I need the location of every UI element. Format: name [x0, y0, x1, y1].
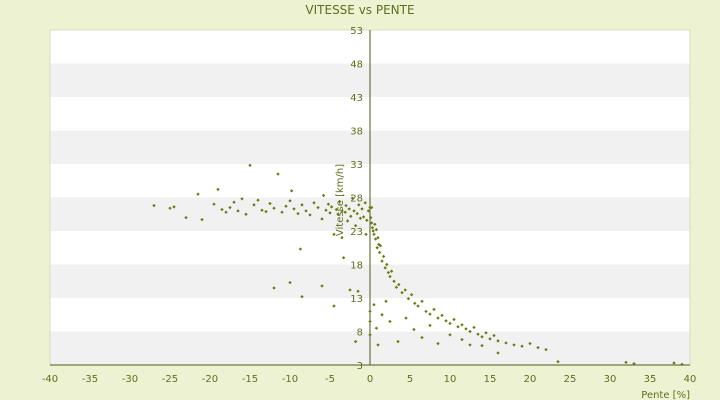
- y-tick-label: 43: [350, 93, 363, 104]
- y-tick-label: 38: [350, 127, 363, 138]
- data-point: [152, 203, 156, 208]
- data-point: [357, 203, 361, 207]
- data-point: [326, 202, 331, 206]
- y-tick-label: 8: [357, 328, 363, 339]
- x-tick-label: -20: [202, 374, 218, 385]
- data-point: [366, 209, 371, 213]
- data-point: [378, 244, 383, 248]
- data-point: [365, 218, 369, 222]
- y-tick-label: 3: [357, 361, 363, 372]
- x-tick-label: -25: [162, 374, 178, 385]
- x-tick-label: -5: [325, 374, 335, 385]
- x-tick-label: 10: [444, 374, 457, 385]
- data-point: [196, 192, 200, 196]
- data-point: [228, 205, 232, 210]
- x-tick-label: 20: [524, 374, 537, 385]
- x-tick-label: 40: [684, 374, 697, 385]
- data-point: [200, 217, 204, 222]
- x-tick-label: -40: [42, 374, 58, 385]
- data-point: [528, 341, 532, 346]
- data-point: [349, 214, 353, 218]
- data-point: [248, 163, 252, 168]
- data-point: [232, 200, 236, 204]
- x-tick-label: 25: [564, 374, 577, 385]
- y-axis-label: Vitesse [km/h]: [335, 164, 346, 236]
- data-point: [244, 212, 248, 216]
- y-tick-label: 28: [350, 194, 363, 205]
- data-point: [624, 360, 628, 365]
- data-point: [374, 227, 379, 232]
- x-axis-label: Pente [%]: [641, 390, 690, 400]
- data-point: [369, 215, 373, 220]
- data-point: [334, 207, 339, 212]
- x-tick-label: -30: [122, 374, 138, 385]
- data-point: [236, 209, 240, 213]
- data-point: [373, 222, 377, 226]
- chart-title: VITESSE vs PENTE: [305, 3, 414, 17]
- x-tick-label: 30: [604, 374, 617, 385]
- y-tick-label: 48: [350, 60, 363, 71]
- data-point: [220, 207, 224, 212]
- data-point: [252, 203, 256, 207]
- x-tick-label: -35: [82, 374, 98, 385]
- data-point: [212, 202, 216, 206]
- data-point: [358, 216, 363, 220]
- data-point: [168, 206, 172, 210]
- data-point: [298, 247, 303, 251]
- x-tick-label: 35: [644, 374, 657, 385]
- x-tick-label: 0: [367, 374, 373, 385]
- data-point: [240, 197, 244, 201]
- y-tick-label: 23: [350, 227, 363, 238]
- x-tick-labels: -40 -35 -30 -25 -20 -15 -10 -5 0 5 10 15 20 25 30 35 40: [42, 374, 697, 385]
- x-tick-label: -10: [282, 374, 298, 385]
- x-tick-label: 15: [484, 374, 497, 385]
- data-point: [370, 225, 375, 230]
- data-point: [381, 254, 386, 259]
- x-tick-label: 5: [407, 374, 413, 385]
- y-tick-label: 18: [350, 261, 363, 272]
- x-tick-label: -15: [242, 374, 258, 385]
- y-tick-label: 13: [350, 294, 363, 305]
- y-tick-label: 33: [350, 160, 363, 171]
- y-tick-label: 53: [350, 26, 363, 37]
- data-point: [350, 196, 355, 200]
- data-point: [632, 361, 636, 366]
